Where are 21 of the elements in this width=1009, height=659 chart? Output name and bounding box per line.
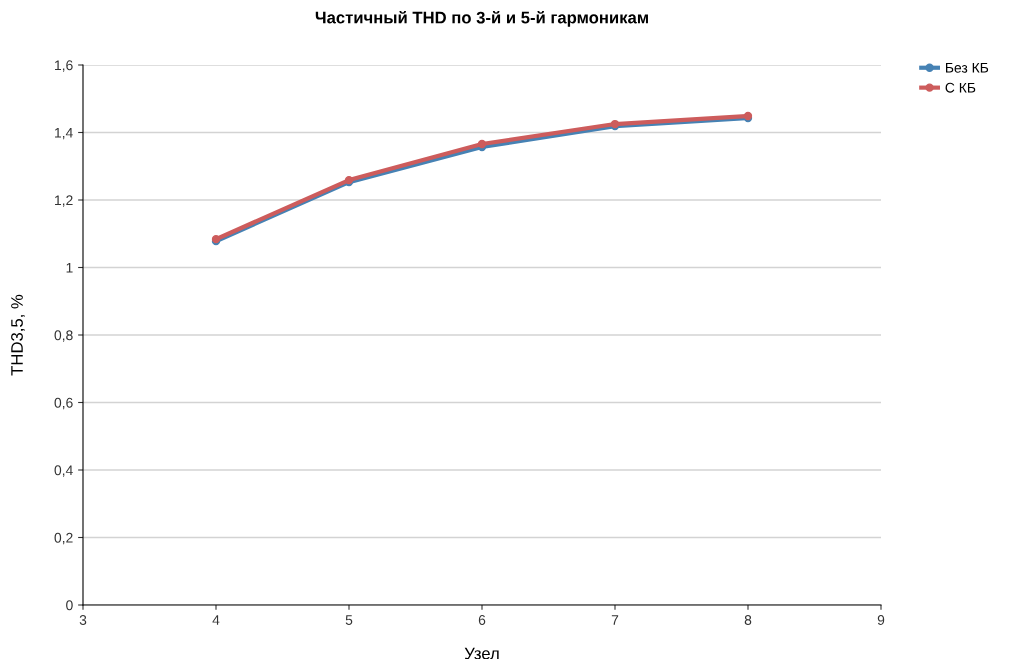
y-tick-label: 0,2 [54,532,73,545]
x-tick-label: 6 [478,615,486,625]
x-axis-title: Узел [464,647,499,659]
legend-label: С КБ [945,82,976,93]
y-tick-label: 1,6 [55,60,73,72]
x-tick-label: 7 [611,615,619,625]
x-tick-label: 4 [212,615,220,625]
chart-title: Частичный THD по 3-й и 5-й гармоникам [315,10,648,27]
x-tick-label: 8 [744,615,752,625]
y-tick-label: 1,2 [55,195,73,207]
y-axis-title: THD3,5, % [11,294,25,376]
y-tick-label: 1,4 [55,127,73,140]
x-tick-label: 5 [345,615,353,625]
x-tick-label: 9 [877,615,885,625]
legend-label: Без КБ [946,63,989,73]
x-tick-label: 3 [79,615,87,625]
y-tick-label: 1 [66,262,73,273]
y-tick-label: 0,6 [54,397,73,410]
y-tick-label: 0,4 [54,465,73,477]
y-tick-label: 0 [66,600,73,611]
y-tick-label: 0,8 [54,330,73,342]
